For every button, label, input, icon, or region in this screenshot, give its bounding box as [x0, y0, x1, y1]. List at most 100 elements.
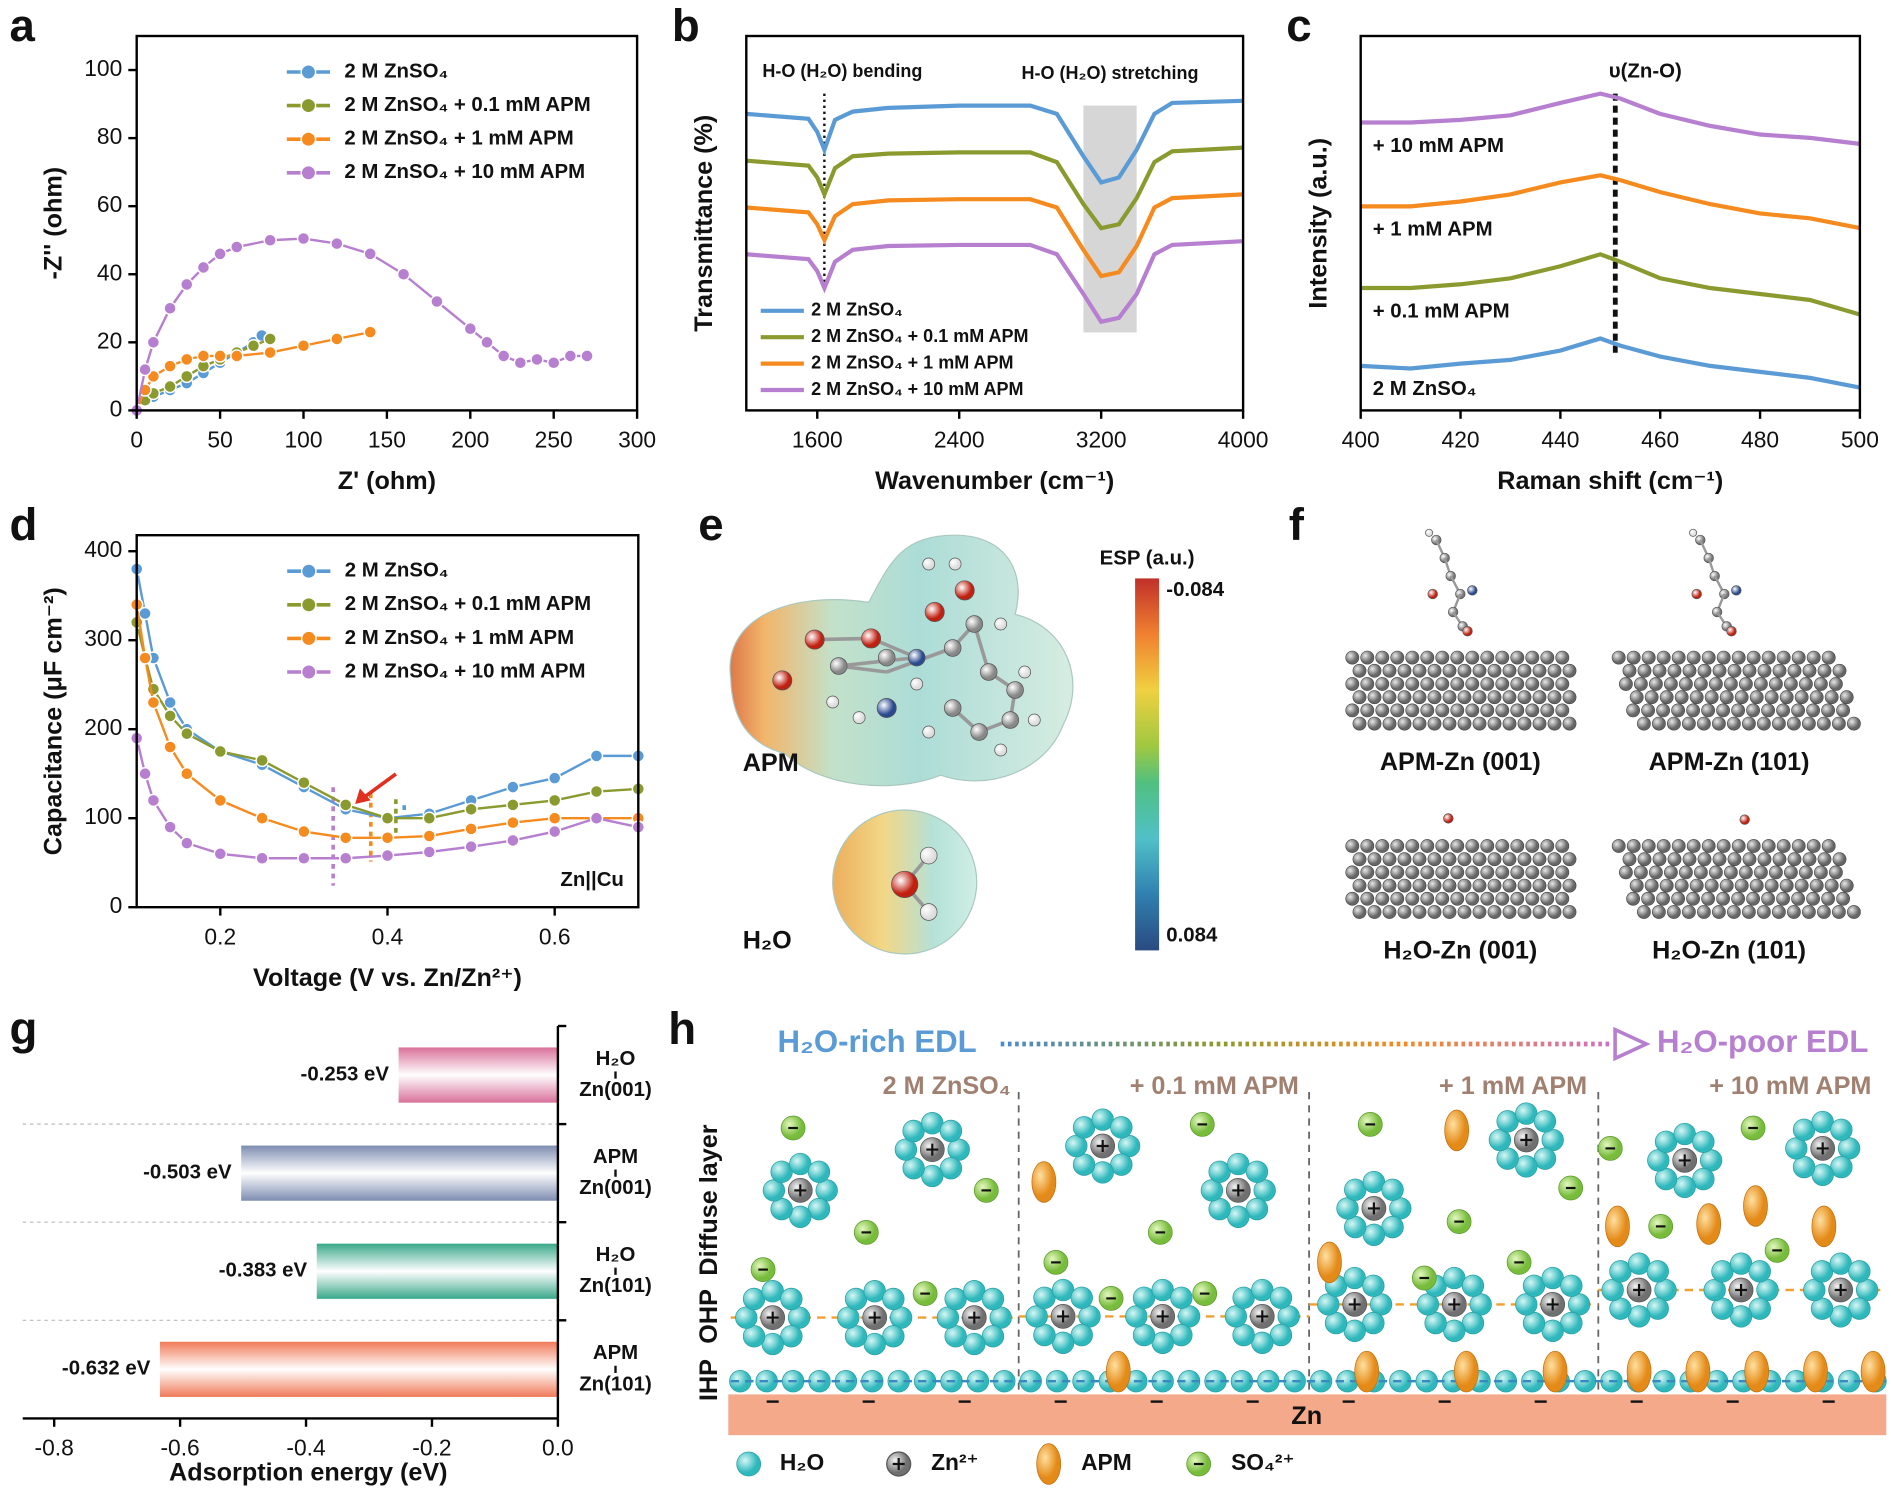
zn-atom	[1829, 865, 1843, 880]
zn-atom	[1817, 905, 1831, 919]
zn-atom	[1532, 690, 1547, 705]
data-point	[213, 847, 228, 861]
zn-atom	[1562, 690, 1577, 705]
data-point	[213, 744, 228, 759]
x-axis-label: Wavenumber (cm⁻¹)	[875, 467, 1114, 495]
data-point	[547, 771, 562, 785]
atom	[861, 628, 882, 649]
data-point	[163, 820, 177, 834]
annotation: υ(Zn-O)	[1609, 60, 1682, 82]
zn-atom	[1442, 878, 1457, 893]
zn-atom	[1412, 905, 1427, 919]
y-tick-label: 400	[84, 536, 122, 562]
zn-atom	[1712, 905, 1726, 919]
zn-atom	[1435, 650, 1450, 665]
zn-atom	[1457, 716, 1472, 731]
zn-atom	[1637, 905, 1651, 919]
series-line	[135, 237, 588, 411]
water	[1461, 1274, 1485, 1297]
apm	[1317, 1241, 1342, 1284]
zn-atom	[1382, 905, 1397, 919]
series-line	[135, 737, 639, 860]
x-tick-label: 4000	[1218, 427, 1269, 453]
zn-atom	[1345, 650, 1360, 665]
zn-atom	[1824, 878, 1839, 893]
zn-atom	[1547, 690, 1562, 705]
data-point	[163, 379, 177, 394]
zn-atom	[1457, 852, 1472, 867]
atom	[876, 698, 897, 718]
zn-atom	[1352, 905, 1367, 919]
zn-atom	[1656, 891, 1670, 906]
zn-atom	[1626, 703, 1640, 718]
apm	[1105, 1350, 1131, 1393]
water	[1170, 1286, 1193, 1309]
zn-atom	[1382, 663, 1397, 678]
zn-atom	[1420, 677, 1435, 691]
charge-sign	[1678, 1154, 1691, 1167]
zn-atom	[1652, 905, 1666, 919]
data-point	[255, 811, 269, 825]
atom	[1726, 626, 1737, 637]
zn-atom	[1510, 677, 1525, 691]
charge-sign	[1156, 1310, 1169, 1323]
zn-atom	[1562, 852, 1577, 867]
data-point	[138, 362, 152, 377]
zn-atom	[1791, 703, 1805, 718]
series-line	[135, 568, 639, 820]
zn-atom	[1390, 891, 1405, 906]
data-point	[430, 294, 444, 309]
category-label: Zn(001)	[579, 1079, 652, 1101]
zn-atom	[1405, 703, 1420, 718]
y-tick-label: 100	[84, 803, 122, 829]
apm	[1860, 1350, 1886, 1393]
zn-atom	[1637, 716, 1651, 731]
zn-atom	[1746, 891, 1760, 906]
zn-atom	[1697, 852, 1712, 867]
zn-atom	[1405, 865, 1420, 880]
structure-label: H₂O-Zn (101)	[1652, 936, 1806, 964]
charge-sign	[868, 1311, 881, 1324]
charge-sign	[1816, 1142, 1829, 1155]
data-point	[338, 831, 353, 845]
zn-atom	[1472, 663, 1487, 678]
zn-atom	[1757, 663, 1772, 678]
zn-atom	[1502, 716, 1517, 731]
series-line	[746, 192, 1244, 279]
zn-atom	[1480, 677, 1495, 691]
x-axis-label: Adsorption energy (eV)	[169, 1458, 448, 1486]
charge-sign	[1735, 1284, 1748, 1296]
zn-atom	[1671, 650, 1686, 665]
zn-atom	[1656, 839, 1671, 853]
zn-atom	[1806, 839, 1821, 853]
y-tick-label: 20	[97, 327, 122, 353]
zn-atom	[1686, 891, 1700, 906]
legend-label: 2 M ZnSO₄ + 1 mM APM	[344, 128, 573, 150]
panel-label: e	[698, 499, 723, 550]
zn-atom	[1397, 878, 1412, 893]
zn-atom	[1375, 891, 1390, 906]
annotation: H-O (H₂O) bending	[762, 61, 922, 81]
x-tick-label: -0.8	[35, 1435, 74, 1461]
data-point	[589, 784, 604, 799]
zn-atom	[1472, 905, 1487, 919]
data-point	[506, 833, 520, 848]
x-tick-label: 250	[535, 427, 573, 453]
apm	[1743, 1185, 1768, 1227]
data-point	[297, 775, 311, 790]
zn-atom	[1457, 905, 1472, 919]
x-tick-label: 3200	[1076, 427, 1127, 453]
zn-atom	[1806, 650, 1821, 665]
zn-atom	[1682, 663, 1697, 678]
zn-atom	[1839, 878, 1854, 893]
condition-label: + 0.1 mM APM	[1130, 1072, 1299, 1100]
series-line	[746, 239, 1244, 325]
zn-atom	[1787, 663, 1802, 678]
zn-atom	[1701, 891, 1715, 906]
zn-atom	[1562, 663, 1577, 678]
zn-atom	[1802, 663, 1817, 678]
zn-atom	[1487, 878, 1502, 893]
zn-atom	[1727, 716, 1741, 731]
value-label: -0.253 eV	[301, 1063, 390, 1085]
zn-atom	[1674, 690, 1689, 705]
